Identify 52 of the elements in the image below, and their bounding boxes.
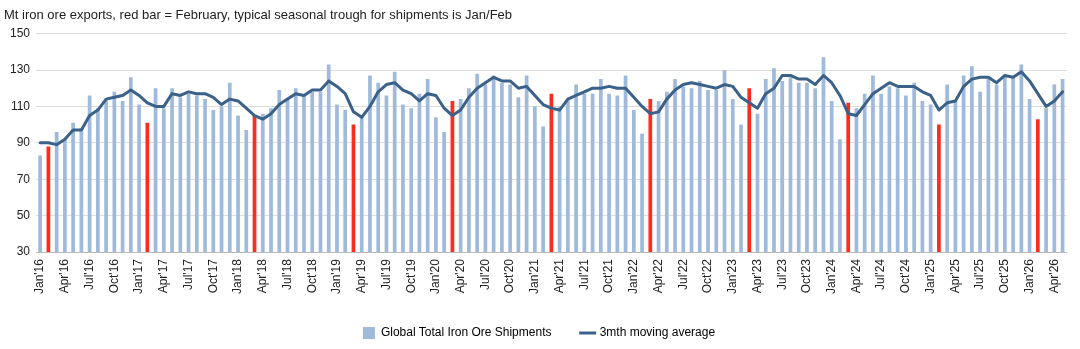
x-tick-label: Oct'16 bbox=[106, 258, 121, 294]
x-tick-label: Jul'25 bbox=[972, 258, 987, 290]
x-tick-label: Jan'18 bbox=[230, 258, 245, 295]
x-tick-label: Jan'25 bbox=[922, 258, 937, 295]
x-tick-label: Oct'22 bbox=[700, 258, 715, 294]
x-tick-label: Jan'20 bbox=[428, 258, 443, 295]
x-tick-label: Apr'22 bbox=[650, 258, 665, 294]
x-tick-label: Apr'16 bbox=[57, 258, 72, 294]
legend-label: 3mth moving average bbox=[599, 325, 716, 340]
x-tick-label: Apr'18 bbox=[255, 258, 270, 294]
x-tick-label: Jul'20 bbox=[477, 258, 492, 290]
x-tick-label: Jan'22 bbox=[626, 258, 641, 295]
x-tick-label: Jul'18 bbox=[279, 258, 294, 290]
x-tick-label: Oct'20 bbox=[502, 258, 517, 294]
y-tick-label: 110 bbox=[10, 98, 31, 113]
chart-title: Mt iron ore exports, red bar = February, typical seasonal trough for shipments is Jan/Feb bbox=[4, 7, 513, 23]
x-tick-label: Jul'19 bbox=[378, 258, 393, 290]
x-tick-label: Apr'20 bbox=[452, 258, 467, 294]
x-tick-label: Apr'23 bbox=[749, 258, 764, 294]
x-tick-label: Oct'25 bbox=[997, 258, 1012, 294]
x-tick-label: Jul'21 bbox=[576, 258, 591, 290]
x-tick-label: Apr'26 bbox=[1046, 258, 1061, 294]
y-tick-label: 130 bbox=[9, 62, 31, 77]
x-tick-label: Jan'19 bbox=[329, 258, 344, 295]
x-tick-label: Oct'18 bbox=[304, 258, 319, 294]
x-tick-label: Oct'24 bbox=[898, 258, 913, 294]
x-tick-label: Jan'21 bbox=[527, 258, 542, 295]
x-tick-label: Apr'17 bbox=[156, 258, 171, 294]
x-tick-label: Jan'17 bbox=[131, 258, 146, 295]
x-tick-label: Jul'17 bbox=[180, 258, 195, 290]
x-tick-label: Jan'26 bbox=[1021, 258, 1036, 295]
x-tick-label: Jan'16 bbox=[32, 258, 47, 295]
x-tick-label: Apr'19 bbox=[354, 258, 369, 294]
y-tick-label: 50 bbox=[16, 207, 31, 222]
x-tick-label: Jan'23 bbox=[725, 258, 740, 295]
y-tick-label: 150 bbox=[9, 25, 31, 40]
y-tick-label: 90 bbox=[16, 135, 31, 150]
x-tick-label: Apr'25 bbox=[947, 258, 962, 294]
x-tick-label: Jul'22 bbox=[675, 258, 690, 290]
y-tick-label: 70 bbox=[16, 171, 31, 186]
legend-label: Global Total Iron Ore Shipments bbox=[380, 325, 552, 340]
x-tick-label: Oct'23 bbox=[799, 258, 814, 294]
x-tick-label: Oct'21 bbox=[601, 258, 616, 294]
x-tick-label: Oct'17 bbox=[205, 258, 220, 294]
x-tick-label: Jul'24 bbox=[873, 258, 888, 290]
x-tick-label: Jan'24 bbox=[824, 258, 839, 295]
x-tick-label: Apr'24 bbox=[848, 258, 863, 294]
x-tick-label: Oct'19 bbox=[403, 258, 418, 294]
x-tick-label: Apr'21 bbox=[551, 258, 566, 294]
y-tick-label: 30 bbox=[16, 244, 31, 259]
x-tick-label: Jul'16 bbox=[81, 258, 96, 290]
x-tick-label: Jul'23 bbox=[774, 258, 789, 290]
